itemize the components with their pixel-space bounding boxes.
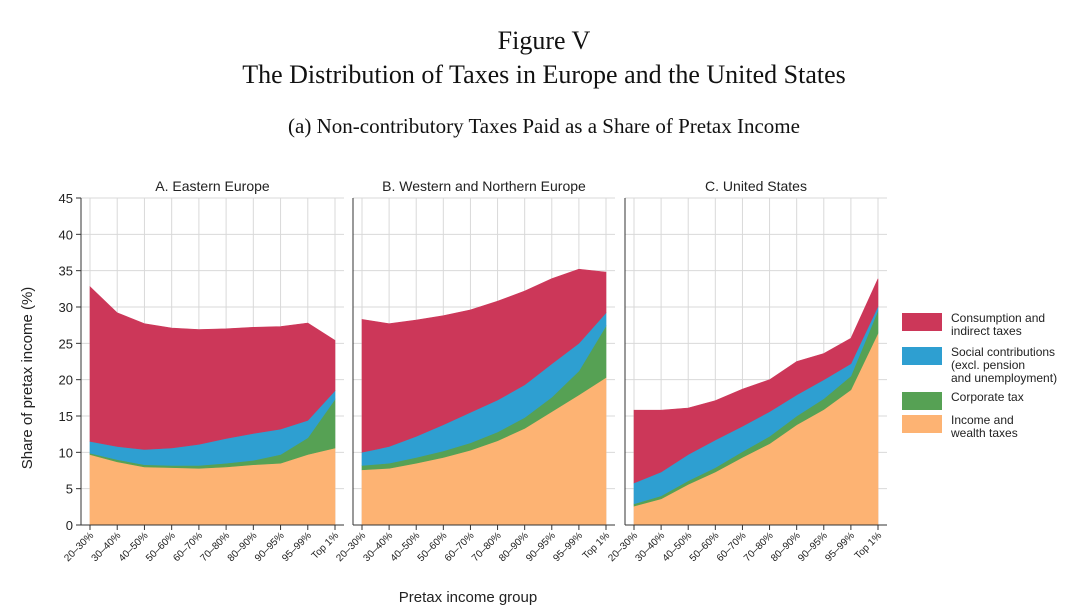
x-tick-label: 95–99% xyxy=(823,530,857,564)
y-tick-label: 45 xyxy=(59,191,73,206)
chart-panels: 20–30%30–40%40–50%50–60%60–70%70–80%80–9… xyxy=(59,178,887,564)
figure-title: The Distribution of Taxes in Europe and … xyxy=(242,60,846,89)
area-consumption xyxy=(89,285,336,450)
panel-title: C. United States xyxy=(705,178,807,194)
legend-label: Corporate tax xyxy=(951,390,1024,404)
area-consumption xyxy=(361,268,607,453)
figure-number: Figure V xyxy=(497,26,591,55)
legend-swatch xyxy=(902,347,942,365)
panel-eastern-europe: 20–30%30–40%40–50%50–60%60–70%70–80%80–9… xyxy=(59,178,344,564)
x-axis-label: Pretax income group xyxy=(399,589,537,606)
panel-title: A. Eastern Europe xyxy=(155,178,270,194)
legend-swatch xyxy=(902,313,942,331)
legend-label: Consumption and xyxy=(951,311,1045,325)
legend-label: Income and xyxy=(951,413,1014,427)
legend-label: wealth taxes xyxy=(950,426,1018,440)
panel-caption: (a) Non-contributory Taxes Paid as a Sha… xyxy=(288,114,800,138)
legend-label: and unemployment) xyxy=(951,371,1057,385)
y-tick-label: 35 xyxy=(59,264,73,279)
y-tick-label: 10 xyxy=(59,445,73,460)
legend-swatch xyxy=(902,392,942,410)
y-axis-label: Share of pretax income (%) xyxy=(19,287,36,470)
y-tick-label: 20 xyxy=(59,373,73,388)
y-tick-label: 25 xyxy=(59,336,73,351)
panel-united-states: 20–30%30–40%40–50%50–60%60–70%70–80%80–9… xyxy=(606,178,887,564)
y-tick-label: 40 xyxy=(59,227,73,242)
y-tick-label: 0 xyxy=(66,518,73,533)
legend-label: Social contributions xyxy=(951,345,1055,359)
legend-label: (excl. pension xyxy=(951,358,1025,372)
panel-western-northern-europe: 20–30%30–40%40–50%50–60%60–70%70–80%80–9… xyxy=(334,178,615,564)
panel-title: B. Western and Northern Europe xyxy=(382,178,586,194)
legend-swatch xyxy=(902,415,942,433)
y-tick-label: 15 xyxy=(59,409,73,424)
y-tick-label: 5 xyxy=(66,482,73,497)
x-tick-label: 95–99% xyxy=(280,530,314,564)
y-tick-label: 30 xyxy=(59,300,73,315)
x-tick-label: Top 1% xyxy=(853,530,884,561)
legend-item-corporate: Corporate tax xyxy=(902,390,1024,410)
x-tick-label: 95–99% xyxy=(551,530,585,564)
legend-label: indirect taxes xyxy=(951,324,1022,338)
area-consumption xyxy=(633,278,879,484)
